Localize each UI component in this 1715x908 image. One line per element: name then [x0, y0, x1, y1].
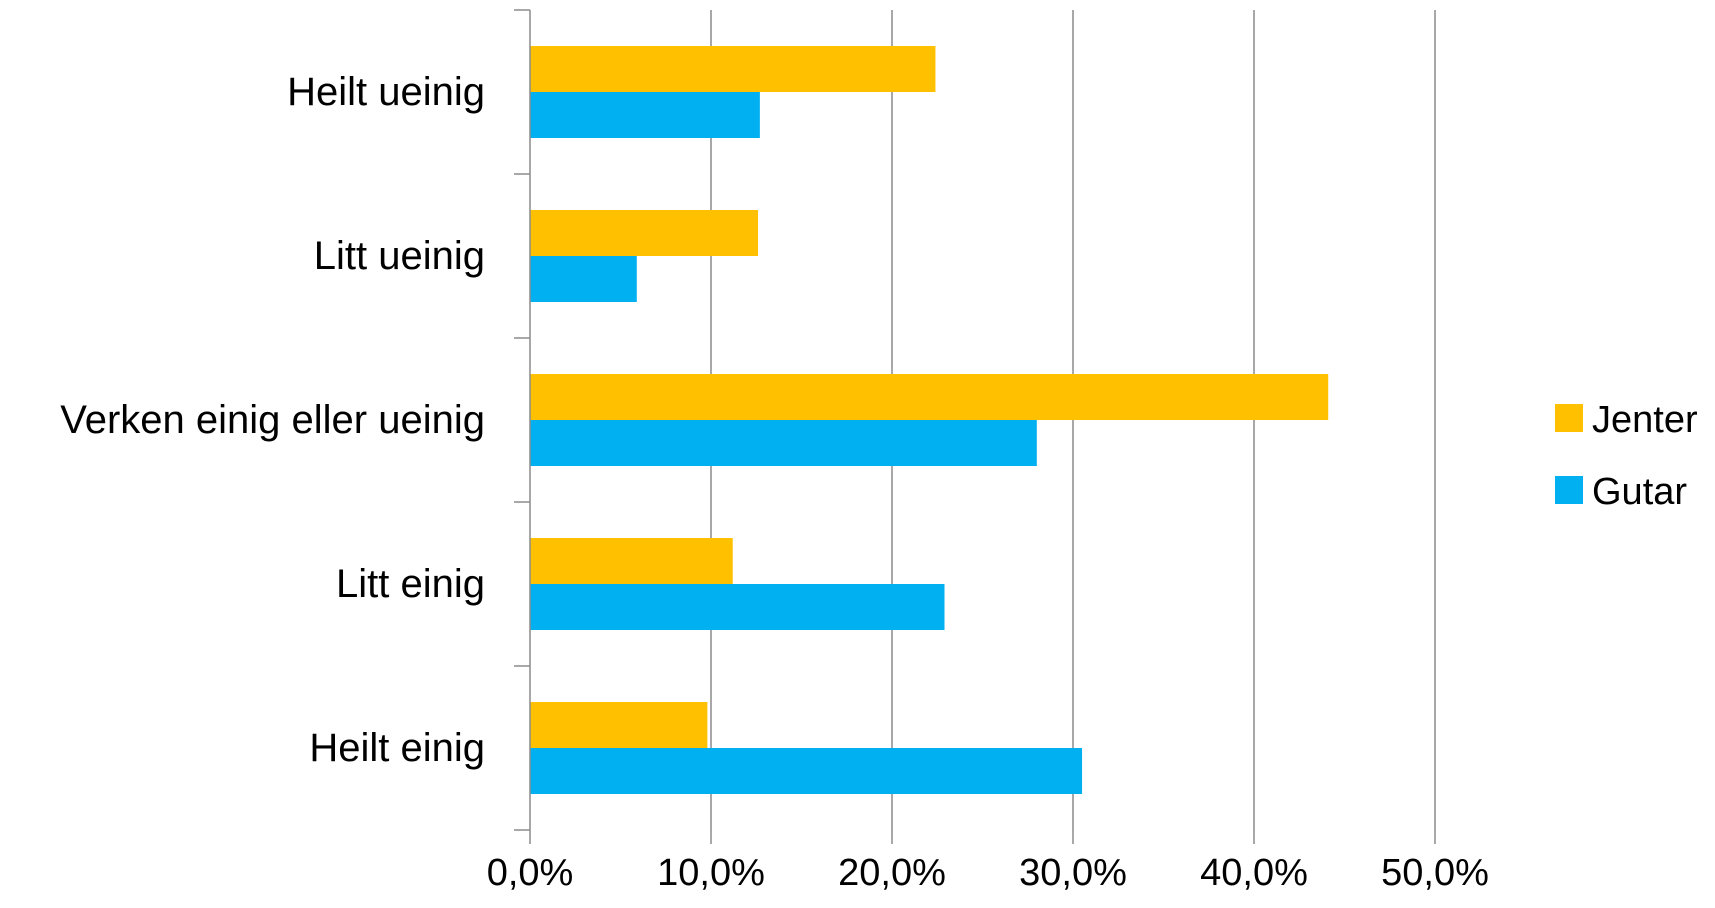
legend-swatch-gutar [1555, 476, 1583, 504]
x-tick-label-0: 0,0% [487, 852, 574, 894]
category-label-1: Litt ueinig [314, 234, 485, 278]
bar-jenter-3 [530, 538, 733, 584]
category-label-3: Litt einig [336, 562, 485, 606]
bar-gutar-4 [530, 748, 1083, 794]
bars [530, 46, 1329, 794]
legend: Jenter Gutar [1555, 399, 1698, 513]
bar-gutar-0 [530, 92, 760, 138]
x-tick-label-4: 40,0% [1200, 852, 1308, 894]
axes [514, 9, 1436, 844]
bar-jenter-0 [530, 46, 936, 92]
bar-jenter-1 [530, 210, 759, 256]
category-label-4: Heilt einig [309, 726, 485, 770]
x-tick-label-2: 20,0% [838, 852, 946, 894]
legend-label-jenter: Jenter [1592, 399, 1698, 441]
bar-jenter-2 [530, 374, 1329, 420]
bar-gutar-3 [530, 584, 945, 630]
x-tick-labels: 0,0% 10,0% 20,0% 30,0% 40,0% 50,0% [487, 852, 1489, 894]
category-label-0: Heilt ueinig [287, 70, 485, 114]
bar-jenter-4 [530, 702, 708, 748]
legend-swatch-jenter [1555, 404, 1583, 432]
category-labels: Heilt ueinig Litt ueinig Verken einig elle… [60, 70, 485, 770]
legend-label-gutar: Gutar [1592, 471, 1687, 513]
x-tick-label-1: 10,0% [657, 852, 765, 894]
x-tick-label-3: 30,0% [1019, 852, 1127, 894]
bar-gutar-2 [530, 420, 1037, 466]
bar-gutar-1 [530, 256, 637, 302]
category-label-2: Verken einig eller ueinig [60, 398, 485, 442]
x-tick-label-5: 50,0% [1381, 852, 1489, 894]
